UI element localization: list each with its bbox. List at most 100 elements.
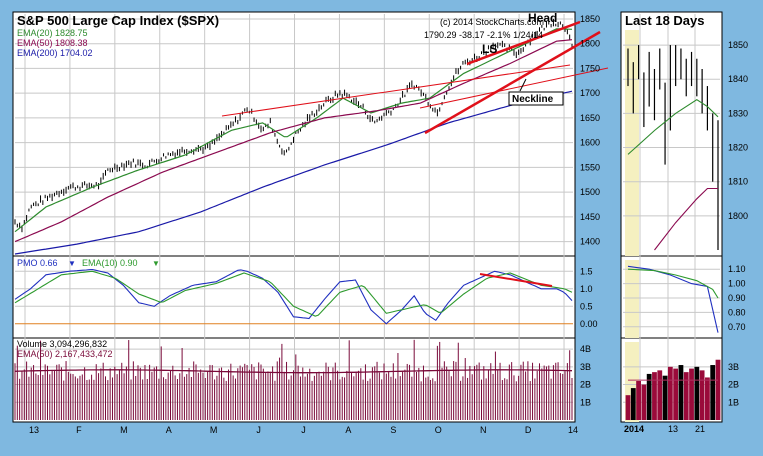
pmo-panel [12, 255, 576, 339]
side-pmo-tick-label: 1.00 [728, 279, 746, 289]
side-xlabel-13: 13 [668, 424, 678, 434]
annotation-head: Head [528, 11, 557, 25]
month-label: M [210, 425, 218, 435]
price-tick-label: 1500 [580, 187, 600, 197]
month-label: F [76, 425, 82, 435]
side-tick-label: 1840 [728, 74, 748, 84]
price-tick-label: 1650 [580, 113, 600, 123]
side-volume-bar [667, 366, 673, 420]
side-volume-bar [630, 388, 636, 420]
side-volume-bar [662, 375, 668, 420]
price-tick-label: 1750 [580, 63, 600, 73]
side-volume-bar [625, 395, 631, 420]
volume-ema-line [14, 369, 573, 374]
side-volume-bar [715, 359, 721, 420]
pmo-tick-label: 0.00 [580, 319, 598, 329]
volume-tick-label: 2B [580, 380, 591, 390]
side-tick-label: 1850 [728, 40, 748, 50]
side-pmo-line [627, 265, 719, 333]
copyright: (c) 2014 StockCharts.com [440, 17, 544, 27]
neckline-trendline [424, 30, 601, 135]
side-tick-label: 1820 [728, 143, 748, 153]
pmo-tick-label: 1.5 [580, 266, 593, 276]
legend-ema50: EMA(50) 1808.38 [17, 38, 88, 48]
side-ema-ema50 [654, 187, 718, 251]
side-xlabel-2014: 2014 [624, 424, 644, 434]
neckline-callout [508, 91, 564, 106]
side-volume-bar [678, 365, 684, 420]
month-label: D [525, 425, 532, 435]
pmo-ema-label: EMA(10) 0.90 [82, 258, 138, 268]
price-tick-label: 1800 [580, 39, 600, 49]
month-label: J [301, 425, 306, 435]
side-volume-bar [646, 373, 652, 420]
pmo-tick-label: 1.0 [580, 284, 593, 294]
side-tick-label: 1810 [728, 177, 748, 187]
side-tick-label: 1800 [728, 211, 748, 221]
side-xlabel-21: 21 [695, 424, 705, 434]
new-year-shading-pmo [625, 260, 639, 338]
chart-title: S&P 500 Large Cap Index ($SPX) [17, 13, 219, 28]
month-label: M [120, 425, 128, 435]
volume-tick-label: 4B [580, 344, 591, 354]
month-label: N [480, 425, 487, 435]
price-tick-label: 1400 [580, 237, 600, 247]
volume-ema-label: EMA(50) 2,167,433,472 [17, 349, 113, 359]
side-volume-bar [652, 372, 657, 420]
price-tick-label: 1450 [580, 212, 600, 222]
side-volume-bar [641, 384, 647, 420]
month-label: 14 [568, 425, 578, 435]
side-volume-bar [694, 366, 700, 420]
pmo-label: PMO 0.66 [17, 258, 58, 268]
price-tick-label: 1700 [580, 88, 600, 98]
side-pmo-tick-label: 0.90 [728, 293, 746, 303]
side-pmo-ema-line [627, 268, 719, 299]
pmo-line-pmo [14, 268, 573, 325]
volume-tick-label: 1B [580, 397, 591, 407]
month-label: J [256, 425, 261, 435]
price-tick-label: 1550 [580, 162, 600, 172]
neckline-pointer [519, 78, 527, 92]
price-tick-label: 1850 [580, 14, 600, 24]
side-pmo-tick-label: 1.10 [728, 264, 746, 274]
new-year-shading [625, 30, 639, 256]
month-label: O [435, 425, 442, 435]
side-volume-tick-label: 1B [728, 397, 739, 407]
side-pmo-tick-label: 0.70 [728, 322, 746, 332]
legend-ema20: EMA(20) 1828.75 [17, 28, 88, 38]
side-volume-bar [636, 381, 641, 420]
ema-line-ema20 [14, 28, 573, 233]
volume-tick-label: 3B [580, 362, 591, 372]
side-volume-bar [683, 372, 689, 420]
month-label: S [390, 425, 396, 435]
side-pmo-tick-label: 0.80 [728, 307, 746, 317]
side-volume-bar [710, 365, 716, 420]
legend-ema200: EMA(200) 1704.02 [17, 48, 93, 58]
resistance-trendline [221, 64, 571, 117]
month-label: A [345, 425, 351, 435]
ema-line-ema50 [14, 39, 573, 243]
side-volume-bar [689, 368, 694, 420]
annotation-ls: LS [482, 42, 497, 56]
side-volume-tick-label: 3B [728, 362, 739, 372]
side-ema-ema20 [627, 99, 719, 155]
month-label: A [166, 425, 172, 435]
pmo-ema-arrow: ▼ [152, 259, 160, 268]
pmo-arrow: ▼ [68, 259, 76, 268]
price-tick-label: 1600 [580, 138, 600, 148]
month-label: 13 [29, 425, 39, 435]
ema-line-ema200 [14, 90, 573, 255]
pmo-line-pmo_ema [14, 270, 573, 317]
pmo-divergence-line [479, 273, 553, 287]
upper-channel-trendline [466, 20, 581, 66]
side-volume-bar [705, 377, 710, 420]
pmo-tick-label: 0.5 [580, 301, 593, 311]
side-volume-bar [699, 370, 705, 420]
side-title: Last 18 Days [625, 13, 705, 28]
side-volume-tick-label: 2B [728, 380, 739, 390]
volume-label: Volume 3,094,296,832 [17, 339, 107, 349]
side-tick-label: 1830 [728, 108, 748, 118]
price-quote: 1790.29 -38.17 -2.1% 1/24/14 [424, 30, 543, 40]
